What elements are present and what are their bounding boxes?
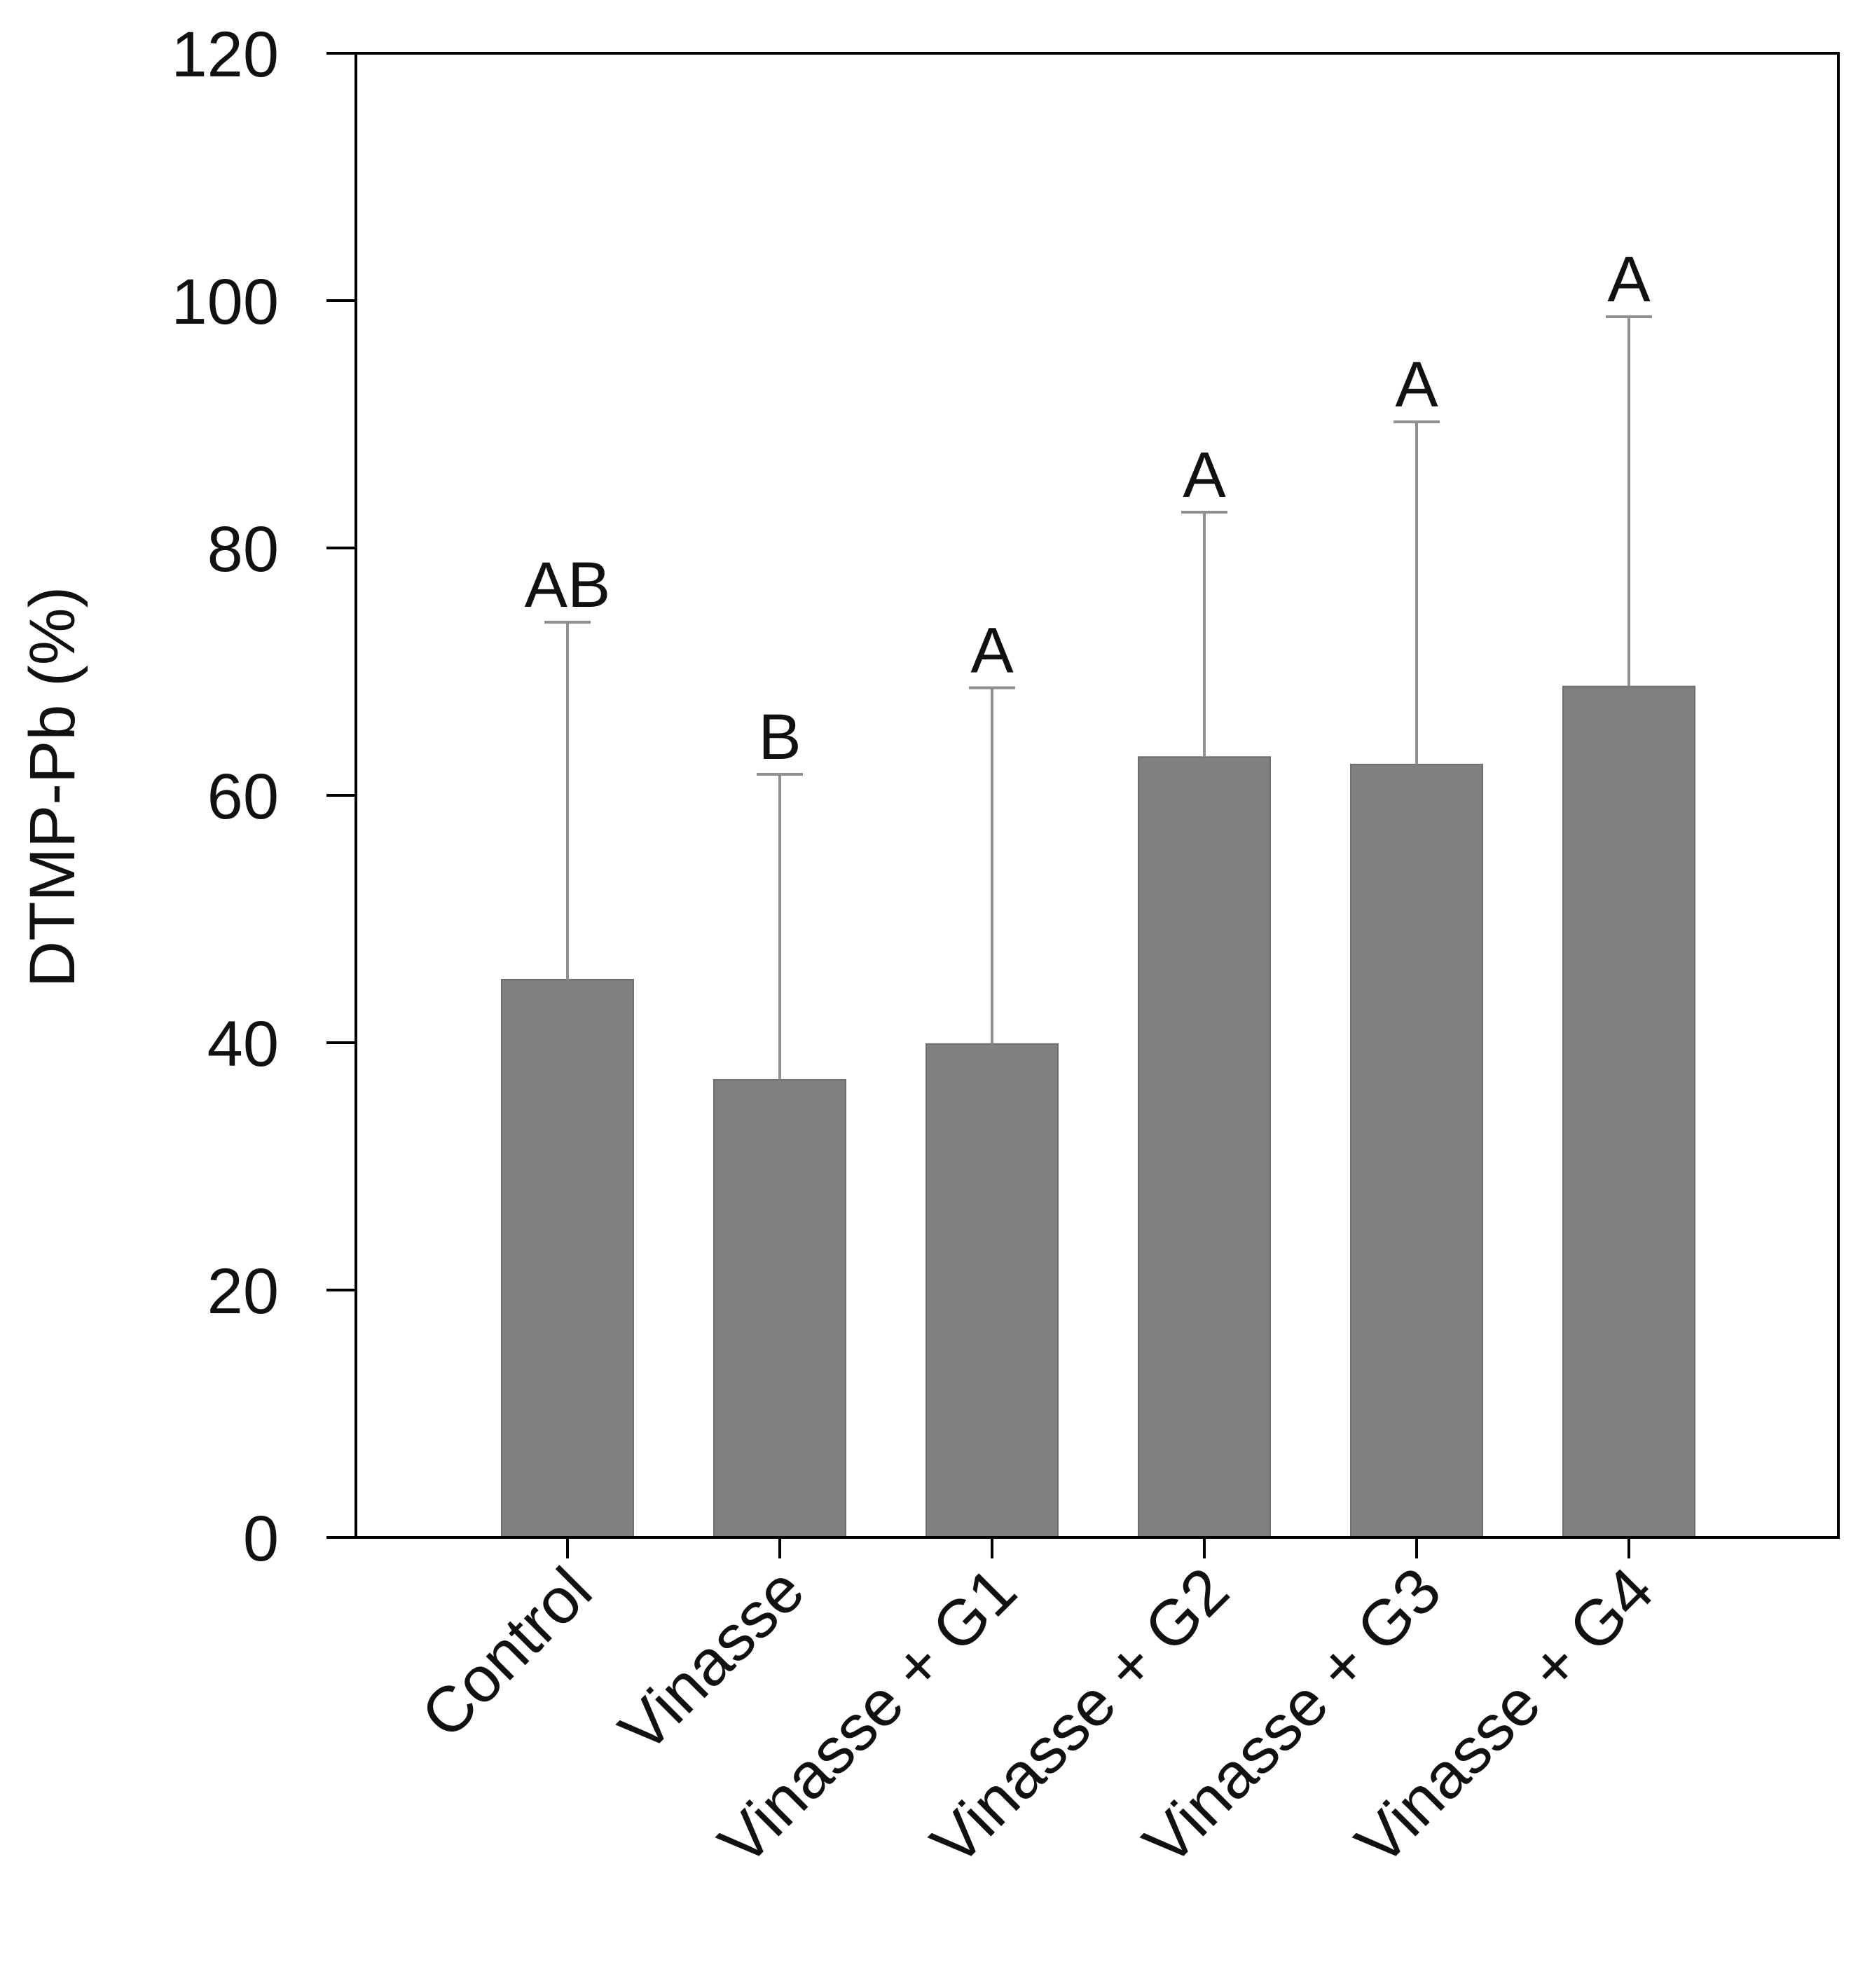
- bar-vinasse: [713, 1078, 846, 1538]
- y-tick-label-0: 0: [243, 1503, 279, 1575]
- y-tick-label-80: 80: [207, 514, 279, 585]
- y-tick-label-20: 20: [207, 1256, 279, 1327]
- significance-label-vinasse-g2: A: [1183, 439, 1226, 511]
- axes-layer: [326, 52, 1840, 1558]
- significance-label-vinasse-g4: A: [1607, 244, 1651, 315]
- category-label-vinasse: Vinasse: [606, 1554, 818, 1766]
- y-tick-label-100: 100: [172, 266, 280, 338]
- y-tick-label-40: 40: [207, 1008, 279, 1080]
- y-axis-title: DTMP-Pb (%): [17, 587, 88, 987]
- bar-vinasse-g3: [1350, 763, 1483, 1538]
- bar-control: [501, 978, 634, 1538]
- bars-layer: [501, 685, 1695, 1538]
- error-bars-layer: [544, 315, 1652, 1080]
- significance-label-vinasse-g3: A: [1395, 349, 1438, 420]
- y-tick-label-60: 60: [207, 761, 279, 832]
- y-tick-label-120: 120: [172, 19, 280, 90]
- significance-label-vinasse: B: [758, 701, 801, 773]
- bar-vinasse-g2: [1138, 756, 1271, 1538]
- significance-label-control: AB: [525, 549, 611, 621]
- category-label-control: Control: [408, 1554, 605, 1752]
- bar-vinasse-g4: [1562, 685, 1695, 1538]
- bar-vinasse-g1: [925, 1043, 1059, 1538]
- significance-label-vinasse-g1: A: [970, 615, 1014, 686]
